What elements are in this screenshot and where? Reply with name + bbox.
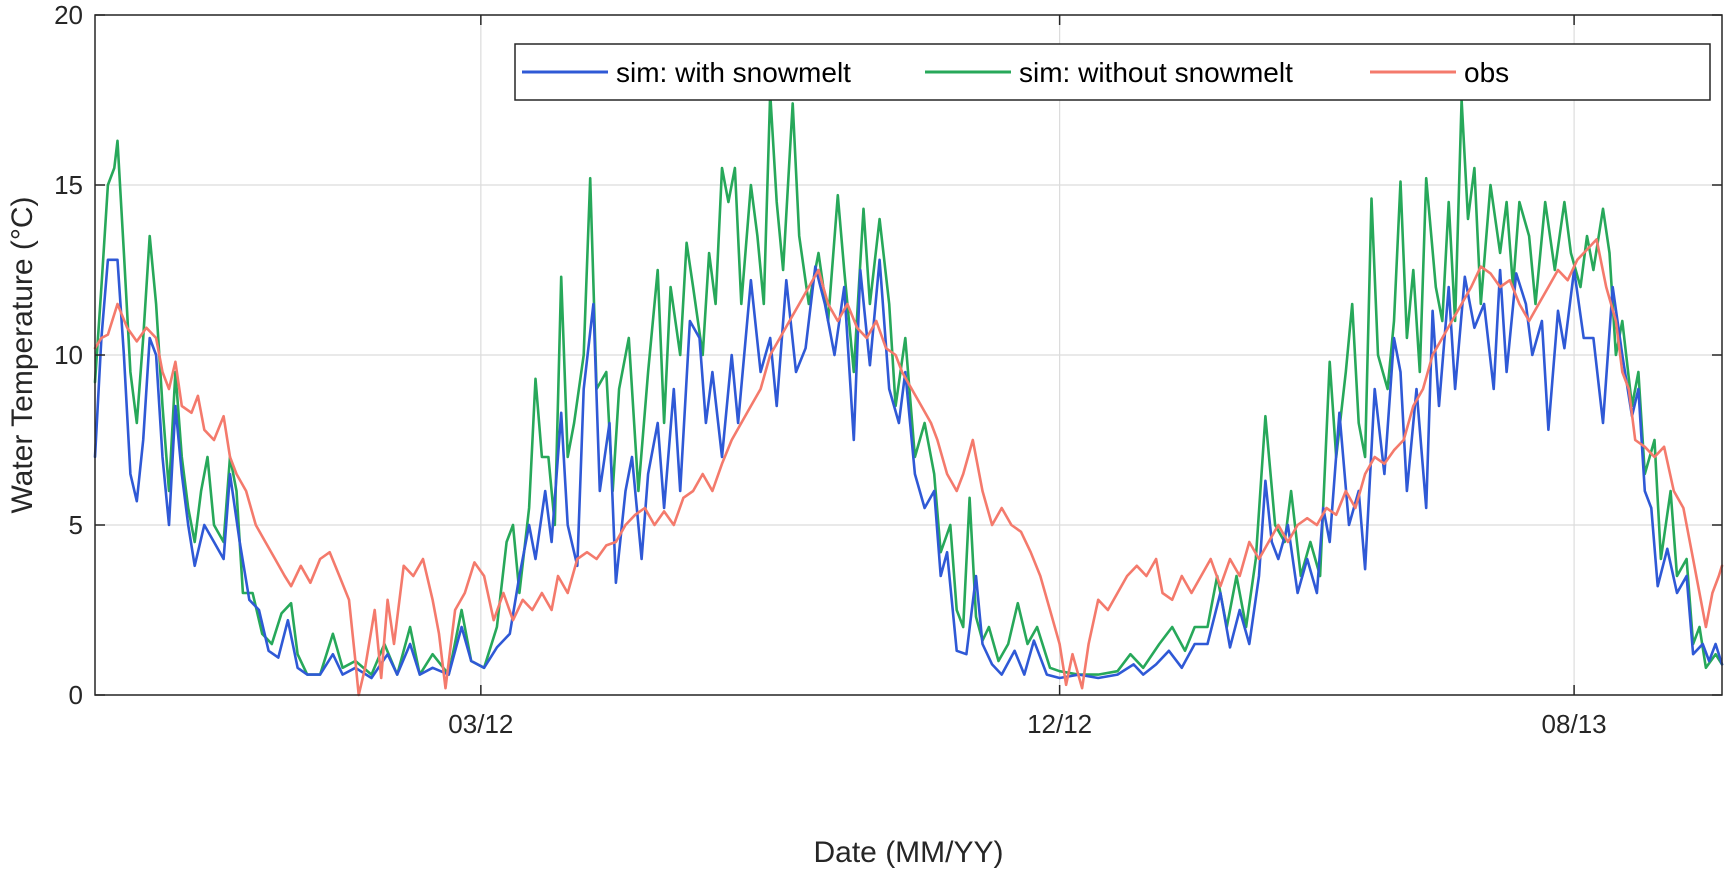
- legend-label-obs: obs: [1464, 57, 1509, 88]
- y-tick-label: 20: [54, 0, 83, 30]
- series-line-with-snowmelt: [93, 258, 1724, 680]
- legend-box: [514, 43, 1711, 101]
- y-tick-label: 15: [54, 170, 83, 200]
- x-tick-label: 12/12: [1027, 709, 1092, 739]
- legend-label-without-snowmelt: sim: without snowmelt: [1019, 57, 1293, 88]
- series-line-without-snowmelt: [93, 91, 1724, 676]
- y-axis-title: Water Temperature (°C): [6, 196, 39, 513]
- series-line-obs: [93, 238, 1724, 697]
- grid: [95, 14, 1722, 696]
- y-tick-label: 0: [69, 680, 83, 710]
- legend-label-with-snowmelt: sim: with snowmelt: [616, 57, 851, 88]
- x-axis-title: Date (MM/YY): [813, 836, 1003, 869]
- tick-layer: 0 5 10 15 20 03/12 12/12 08/13: [54, 0, 1722, 739]
- x-tick-label: 03/12: [448, 709, 513, 739]
- y-tick-label: 10: [54, 340, 83, 370]
- x-tick-label: 08/13: [1542, 709, 1607, 739]
- y-tick-label: 5: [69, 510, 83, 540]
- legend: sim: with snowmelt sim: without snowmelt…: [514, 43, 1711, 101]
- series-layer: [93, 91, 1724, 697]
